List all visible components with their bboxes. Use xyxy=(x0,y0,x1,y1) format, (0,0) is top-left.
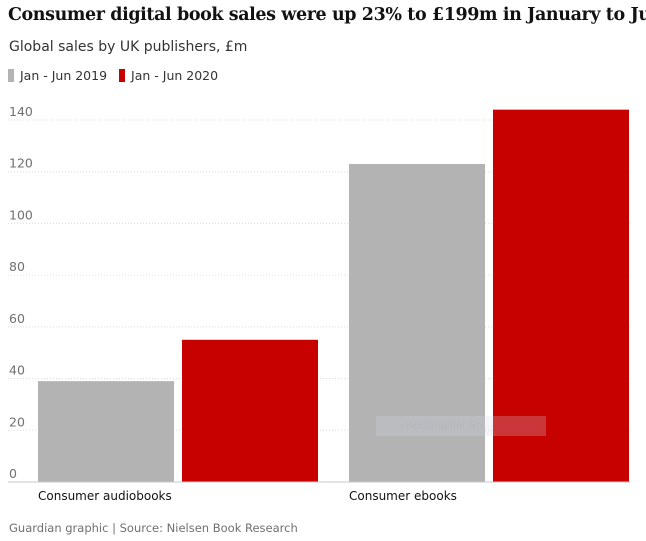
legend-label-2020: Jan - Jun 2020 xyxy=(131,68,219,83)
chart-subtitle: Global sales by UK publishers, £m xyxy=(9,39,248,55)
y-tick-label-0: 0 xyxy=(9,466,17,481)
legend: Jan - Jun 2019 Jan - Jun 2020 xyxy=(8,68,230,83)
x-category-label-ebooks: Consumer ebooks xyxy=(349,489,457,503)
bar-ebooks-2019 xyxy=(349,163,485,482)
bar-audiobooks-2019 xyxy=(38,381,174,482)
source-note: Guardian graphic | Source: Nielsen Book … xyxy=(9,521,298,535)
legend-swatch-2019 xyxy=(8,69,14,82)
legend-item-2020: Jan - Jun 2020 xyxy=(119,68,218,83)
y-tick-label-60: 60 xyxy=(9,311,25,326)
bar-audiobooks-2020 xyxy=(182,339,318,482)
legend-label-2019: Jan - Jun 2019 xyxy=(20,68,108,83)
bar-ebooks-2020 xyxy=(493,109,629,483)
y-tick-label-120: 120 xyxy=(9,156,33,171)
y-tick-label-140: 140 xyxy=(9,104,33,119)
chart-title: Consumer digital book sales were up 23% … xyxy=(8,5,646,25)
x-category-label-audiobooks: Consumer audiobooks xyxy=(38,489,172,503)
y-tick-label-80: 80 xyxy=(9,259,25,274)
legend-swatch-2020 xyxy=(119,69,126,82)
y-tick-label-40: 40 xyxy=(9,363,25,378)
y-tick-label-20: 20 xyxy=(9,414,25,429)
legend-item-2019: Jan - Jun 2019 xyxy=(8,68,107,83)
y-tick-label-100: 100 xyxy=(9,207,33,222)
bar-chart: 0 20 40 60 80 100 120 140 Consumer audiobooks Con… xyxy=(8,104,630,503)
watermark-overlay: Rectangular Sn xyxy=(376,416,546,436)
